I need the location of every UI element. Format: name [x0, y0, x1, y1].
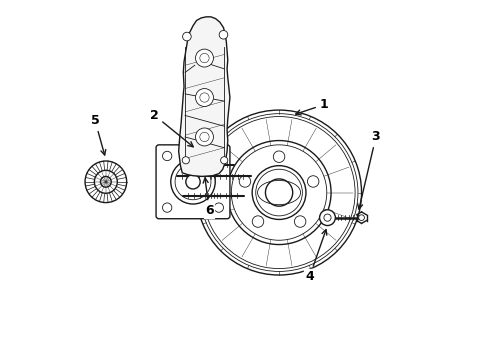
Circle shape — [307, 176, 319, 187]
Circle shape — [163, 203, 172, 212]
Text: 3: 3 — [358, 130, 380, 209]
Circle shape — [171, 159, 215, 204]
Circle shape — [214, 203, 223, 212]
Circle shape — [219, 31, 228, 39]
Circle shape — [273, 151, 285, 162]
Circle shape — [196, 49, 214, 67]
Text: 1: 1 — [296, 98, 328, 115]
Text: 5: 5 — [91, 114, 106, 155]
Circle shape — [183, 32, 191, 41]
Polygon shape — [179, 17, 230, 176]
Circle shape — [163, 151, 172, 161]
Circle shape — [239, 176, 251, 187]
Circle shape — [200, 132, 209, 141]
Circle shape — [359, 215, 365, 221]
Circle shape — [324, 214, 331, 221]
FancyBboxPatch shape — [156, 145, 230, 219]
Circle shape — [100, 176, 111, 187]
Text: 6: 6 — [203, 178, 214, 217]
Circle shape — [85, 161, 126, 203]
Circle shape — [214, 151, 223, 161]
Circle shape — [294, 216, 306, 227]
Circle shape — [220, 157, 228, 164]
Text: 4: 4 — [305, 230, 327, 283]
Text: 2: 2 — [150, 109, 193, 147]
Circle shape — [186, 175, 200, 189]
Circle shape — [319, 210, 335, 226]
Circle shape — [266, 179, 293, 206]
Circle shape — [252, 216, 264, 227]
Circle shape — [200, 93, 209, 102]
Circle shape — [196, 128, 214, 146]
Circle shape — [200, 53, 209, 63]
Circle shape — [182, 157, 190, 164]
Circle shape — [196, 89, 214, 107]
